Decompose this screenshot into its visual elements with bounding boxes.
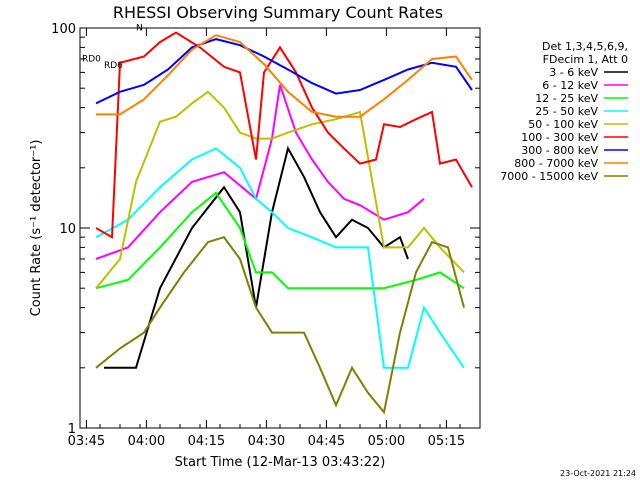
legend-label-5: 100 - 300 keV — [521, 131, 598, 144]
x-tick-label-6: 05:15 — [428, 434, 465, 449]
annotation-0: N — [136, 24, 143, 34]
series-line-1 — [95, 84, 425, 260]
timestamp: 23-Oct-2021 21:24 — [560, 469, 636, 478]
y-tick-label-2: 100 — [51, 22, 76, 37]
series-layer — [95, 31, 473, 415]
x-tick-label-0: 03:45 — [68, 434, 105, 449]
legend-label-4: 50 - 100 keV — [528, 118, 598, 131]
x-tick-label-2: 04:15 — [188, 434, 225, 449]
series-line-0 — [104, 145, 409, 369]
series-line-2 — [95, 191, 465, 290]
y-tick-label-0: 1 — [68, 422, 76, 437]
y-axis-label: Count Rate (s⁻¹ detector⁻¹) — [29, 140, 44, 317]
legend-label-2: 12 - 25 keV — [535, 92, 598, 105]
legend-label-1: 6 - 12 keV — [542, 79, 598, 92]
legend: Det 1,3,4,5,6,9,FDecim 1, Att 03 - 6 keV… — [500, 40, 628, 183]
axis-layer: 03:45 04:00 04:15 04:30 04:45 05:00 05:15 1 10 10… — [51, 22, 481, 449]
series-line-8 — [95, 236, 465, 415]
x-tick-label-4: 04:45 — [308, 434, 345, 449]
legend-header-1: FDecim 1, Att 0 — [543, 53, 628, 66]
series-line-5 — [95, 31, 473, 239]
series-line-3 — [95, 147, 465, 369]
x-tick-label-5: 05:00 — [368, 434, 405, 449]
chart-title: RHESSI Observing Summary Count Rates — [113, 3, 443, 22]
x-tick-label-3: 04:30 — [248, 434, 285, 449]
legend-label-8: 7000 - 15000 keV — [500, 170, 598, 183]
legend-label-0: 3 - 6 keV — [549, 66, 598, 79]
series-line-4 — [95, 90, 465, 289]
legend-label-7: 800 - 7000 keV — [514, 157, 598, 170]
x-axis-label: Start Time (12-Mar-13 03:43:22) — [175, 455, 386, 470]
annotation-2: RD6 — [104, 61, 123, 71]
legend-label-6: 300 - 800 keV — [521, 144, 598, 157]
y-tick-label-1: 10 — [59, 222, 76, 237]
series-line-7 — [96, 34, 473, 118]
legend-header-0: Det 1,3,4,5,6,9, — [542, 40, 628, 53]
x-tick-label-1: 04:00 — [128, 434, 165, 449]
annotation-1: RD0 — [82, 54, 101, 64]
series-line-6 — [95, 38, 473, 105]
legend-label-3: 25 - 50 keV — [535, 105, 598, 118]
